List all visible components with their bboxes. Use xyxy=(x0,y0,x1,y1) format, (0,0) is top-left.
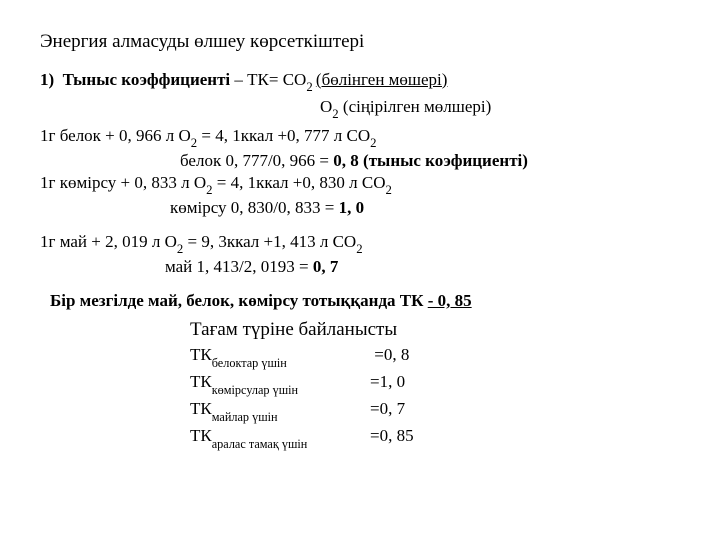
fat-l1b: = 9, 3ккал +1, 413 л СО xyxy=(183,232,356,251)
carb-l1: 1г көмірсу + 0, 833 л О2 = 4, 1ккал +0, … xyxy=(40,172,680,197)
summary-text: Бір мезгілде май, белок, көмірсу тотыққа… xyxy=(50,291,428,310)
carb-l1b: = 4, 1ккал +0, 830 л СО xyxy=(213,173,386,192)
tk-row-0: ТКбелоктар үшін =0, 8 xyxy=(190,343,680,370)
tk1-val: =1, 0 xyxy=(370,372,405,391)
sub2e: 2 xyxy=(177,242,183,256)
page-title: Энергия алмасуды өлшеу көрсеткіштері xyxy=(40,30,680,55)
sub2c: 2 xyxy=(206,183,212,197)
tk0-val: =0, 8 xyxy=(370,345,409,364)
protein-block: 1г белок + 0, 966 л О2 = 4, 1ккал +0, 77… xyxy=(40,125,680,172)
tk0-label: ТК xyxy=(190,345,212,364)
summary-val: - 0, 85 xyxy=(428,291,472,310)
section-head: 1) Тыныс коэффициенті – ТК= СО2 (бөлінге… xyxy=(40,69,680,94)
tk-row-1: ТКкөмірсулар үшін =1, 0 xyxy=(190,370,680,397)
fat-l1a: 1г май + 2, 019 л О xyxy=(40,232,177,251)
head-bold: Тыныс коэффициенті xyxy=(63,70,230,89)
head-num: 1) xyxy=(40,70,54,89)
sub2f: 2 xyxy=(356,242,362,256)
carb-l2t: көмірсу 0, 830/0, 833 = xyxy=(170,198,339,217)
tk2-label: ТК xyxy=(190,399,212,418)
o2-sym: О xyxy=(320,97,332,116)
fat-block: 1г май + 2, 019 л О2 = 9, 3ккал +1, 413 … xyxy=(40,231,680,278)
tk1-sub: көмірсулар үшін xyxy=(212,383,298,397)
tk2-val: =0, 7 xyxy=(370,399,405,418)
carb-l2: көмірсу 0, 830/0, 833 = 1, 0 xyxy=(170,197,680,219)
protein-l2t: белок 0, 777/0, 966 = xyxy=(180,151,333,170)
sub2b: 2 xyxy=(370,136,376,150)
tk1-label: ТК xyxy=(190,372,212,391)
tk3-sub: аралас тамақ үшін xyxy=(212,437,308,451)
o2-line: О2 (сіңірілген мөлшері) xyxy=(320,96,680,121)
protein-l1: 1г белок + 0, 966 л О2 = 4, 1ккал +0, 77… xyxy=(40,125,680,150)
section-1: 1) Тыныс коэффициенті – ТК= СО2 (бөлінге… xyxy=(40,69,680,121)
fat-l1: 1г май + 2, 019 л О2 = 9, 3ккал +1, 413 … xyxy=(40,231,680,256)
head-sub: 2 xyxy=(306,80,316,94)
protein-l2: белок 0, 777/0, 966 = 0, 8 (тыныс коэфиц… xyxy=(180,150,680,172)
head-rest: – ТК= СО xyxy=(230,70,306,89)
protein-l1a: 1г белок + 0, 966 л О xyxy=(40,126,191,145)
tk3-val: =0, 85 xyxy=(370,426,414,445)
tk-row-2: ТКмайлар үшін =0, 7 xyxy=(190,397,680,424)
tk-row-3: ТКаралас тамақ үшін =0, 85 xyxy=(190,424,680,451)
carb-l1a: 1г көмірсу + 0, 833 л О xyxy=(40,173,206,192)
fat-l2b: 0, 7 xyxy=(313,257,339,276)
summary-line: Бір мезгілде май, белок, көмірсу тотыққа… xyxy=(50,290,680,312)
tk3-label: ТК xyxy=(190,426,212,445)
food-title: Тағам түріне байланысты xyxy=(190,318,680,343)
fat-l2: май 1, 413/2, 0193 = 0, 7 xyxy=(165,256,680,278)
o2-sub: 2 xyxy=(332,107,338,121)
sub2d: 2 xyxy=(385,183,391,197)
tk2-sub: майлар үшін xyxy=(212,410,278,424)
o2-rest: (сіңірілген мөлшері) xyxy=(339,97,492,116)
head-underline: (бөлінген мөшері) xyxy=(316,70,448,89)
carb-block: 1г көмірсу + 0, 833 л О2 = 4, 1ккал +0, … xyxy=(40,172,680,219)
sub2: 2 xyxy=(191,136,197,150)
fat-l2t: май 1, 413/2, 0193 = xyxy=(165,257,313,276)
carb-l2b: 1, 0 xyxy=(339,198,365,217)
protein-l1b: = 4, 1ккал +0, 777 л СО xyxy=(197,126,370,145)
protein-l2b: 0, 8 (тыныс коэфициенті) xyxy=(333,151,528,170)
tk0-sub: белоктар үшін xyxy=(212,356,287,370)
